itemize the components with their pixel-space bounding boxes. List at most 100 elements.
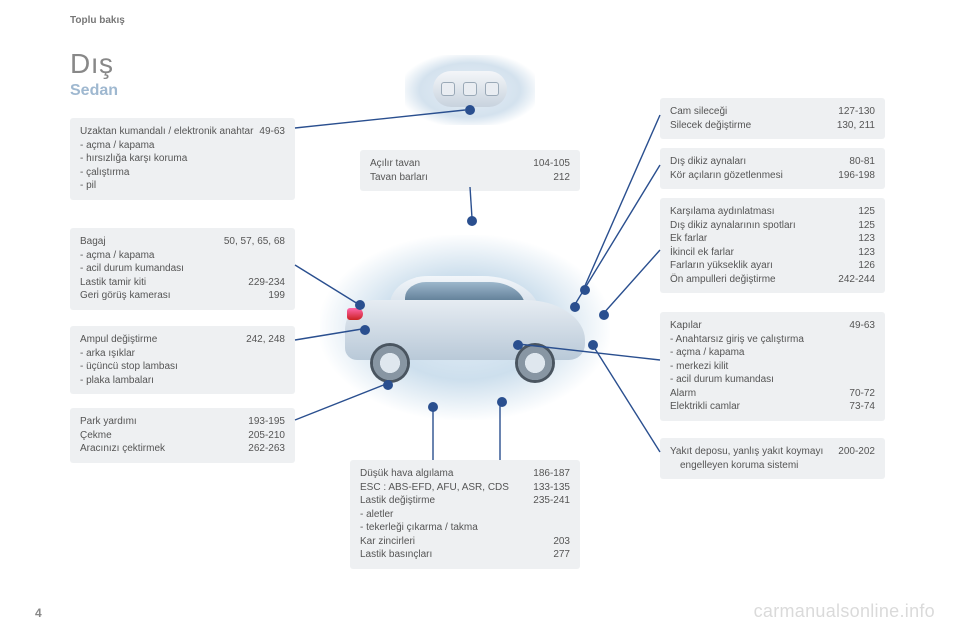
callout-subitem: - açma / kapama: [670, 346, 875, 360]
callout-dot: [428, 402, 438, 412]
callout-label: Aracınızı çektirmek: [80, 442, 171, 456]
callout-page-ref: 133-135: [533, 481, 570, 495]
callout-label: ESC : ABS-EFD, AFU, ASR, CDS: [360, 481, 515, 495]
callout-label: İkincil ek farlar: [670, 246, 740, 260]
header-label: Toplu bakış: [70, 15, 125, 26]
callout-subitem: - pil: [80, 179, 285, 193]
callout-bulb-change: Ampul değiştirme242, 248- arka ışıklar- …: [70, 326, 295, 394]
callout-dot: [580, 285, 590, 295]
callout-label: Silecek değiştirme: [670, 119, 757, 133]
callout-page-ref: 127-130: [838, 105, 875, 119]
callout-label: Bagaj: [80, 235, 112, 249]
callout-label: Tavan barları: [370, 171, 434, 185]
callout-lighting: Karşılama aydınlatması 125 Dış dikiz aynal…: [660, 198, 885, 293]
callout-label: Dış dikiz aynalarının spotları: [670, 219, 802, 233]
callout-label: Açılır tavan: [370, 157, 426, 171]
callout-label: Çekme: [80, 429, 118, 443]
callout-page-ref: 242-244: [838, 273, 875, 287]
callout-page-ref: 49-63: [259, 125, 285, 139]
callout-doors: Kapılar49-63- Anahtarsız giriş ve çalışt…: [660, 312, 885, 421]
callout-page-ref: 125: [858, 219, 875, 233]
page-number: 4: [35, 606, 42, 620]
callout-label: Ön ampulleri değiştirme: [670, 273, 782, 287]
callout-label: Lastik değiştirme: [360, 494, 441, 508]
callout-page-ref: 196-198: [838, 169, 875, 183]
callout-label: Yakıt deposu, yanlış yakıt koymayı engel…: [670, 445, 838, 472]
callout-page-ref: 80-81: [849, 155, 875, 169]
callout-page-ref: 277: [553, 548, 570, 562]
callout-page-ref: 235-241: [533, 494, 570, 508]
callout-page-ref: 125: [858, 205, 875, 219]
callout-label: Cam sileceği: [670, 105, 733, 119]
callout-subitem: - aletler: [360, 508, 570, 522]
callout-page-ref: 126: [858, 259, 875, 273]
callout-page-ref: 50, 57, 65, 68: [224, 235, 285, 249]
callout-page-ref: 199: [268, 289, 285, 303]
callout-remote-key: Uzaktan kumandalı / elektronik anahtar49…: [70, 118, 295, 200]
callout-dot: [570, 302, 580, 312]
callout-wipers: Cam sileceği 127-130 Silecek değiştirme 130…: [660, 98, 885, 139]
callout-label: Park yardımı: [80, 415, 143, 429]
callout-page-ref: 186-187: [533, 467, 570, 481]
callout-page-ref: 193-195: [248, 415, 285, 429]
callout-label: Dış dikiz aynaları: [670, 155, 752, 169]
callout-subitem: - arka ışıklar: [80, 347, 285, 361]
callout-subitem: - üçüncü stop lambası: [80, 360, 285, 374]
callout-label: Geri görüş kamerası: [80, 289, 177, 303]
watermark: carmanualsonline.info: [754, 601, 935, 622]
callout-page-ref: 73-74: [849, 400, 875, 414]
page-subtitle: Sedan: [70, 82, 118, 100]
page-title: Dış: [70, 48, 114, 80]
callout-label: Lastik tamir kiti: [80, 276, 152, 290]
callout-label: Ampul değiştirme: [80, 333, 163, 347]
callout-subitem: - Anahtarsız giriş ve çalıştırma: [670, 333, 875, 347]
callout-dot: [383, 380, 393, 390]
callout-parking: Park yardımı 193-195 Çekme 205-210 Aracınızı…: [70, 408, 295, 463]
callout-tyres-esc: Düşük hava algılama 186-187 ESC : ABS-EFD,…: [350, 460, 580, 569]
callout-subitem: - çalıştırma: [80, 166, 285, 180]
callout-page-ref: 205-210: [248, 429, 285, 443]
callout-subitem: - merkezi kilit: [670, 360, 875, 374]
callout-dot: [497, 397, 507, 407]
callout-label: Farların yükseklik ayarı: [670, 259, 779, 273]
callout-label: Uzaktan kumandalı / elektronik anahtar: [80, 125, 259, 139]
callout-label: Kar zincirleri: [360, 535, 421, 549]
callout-page-ref: 70-72: [849, 387, 875, 401]
callout-subitem: - tekerleği çıkarma / takma: [360, 521, 570, 535]
callout-subitem: - açma / kapama: [80, 249, 285, 263]
callout-dot: [588, 340, 598, 350]
callout-label: Lastik basınçları: [360, 548, 438, 562]
callout-page-ref: 203: [553, 535, 570, 549]
callout-subitem: - acil durum kumandası: [670, 373, 875, 387]
callout-page-ref: 242, 248: [246, 333, 285, 347]
callout-page-ref: 104-105: [533, 157, 570, 171]
callout-label: Alarm: [670, 387, 702, 401]
callout-dot: [513, 340, 523, 350]
callout-page-ref: 212: [553, 171, 570, 185]
callout-subitem: - plaka lambaları: [80, 374, 285, 388]
callout-trunk: Bagaj 50, 57, 65, 68- açma / kapama- acil…: [70, 228, 295, 310]
callout-label: Kör açıların gözetlenmesi: [670, 169, 789, 183]
callout-fuel: Yakıt deposu, yanlış yakıt koymayı engel…: [660, 438, 885, 479]
callout-sunroof: Açılır tavan 104-105 Tavan barları 212: [360, 150, 580, 191]
callout-subitem: - açma / kapama: [80, 139, 285, 153]
callout-subitem: - acil durum kumandası: [80, 262, 285, 276]
callout-dot: [355, 300, 365, 310]
callout-label: Düşük hava algılama: [360, 467, 459, 481]
callout-page-ref: 123: [858, 232, 875, 246]
callout-dot: [599, 310, 609, 320]
callout-dot: [465, 105, 475, 115]
callout-page-ref: 123: [858, 246, 875, 260]
callout-page-ref: 49-63: [849, 319, 875, 333]
callout-page-ref: 262-263: [248, 442, 285, 456]
callout-subitem: - hırsızlığa karşı koruma: [80, 152, 285, 166]
callout-label: Karşılama aydınlatması: [670, 205, 781, 219]
callout-page-ref: 130, 211: [837, 119, 875, 133]
callout-page-ref: 229-234: [248, 276, 285, 290]
callout-dot: [360, 325, 370, 335]
callout-page-ref: 200-202: [838, 445, 875, 472]
callout-label: Elektrikli camlar: [670, 400, 746, 414]
callout-label: Ek farlar: [670, 232, 713, 246]
callout-mirrors: Dış dikiz aynaları 80-81 Kör açıların göze…: [660, 148, 885, 189]
callout-dot: [467, 216, 477, 226]
